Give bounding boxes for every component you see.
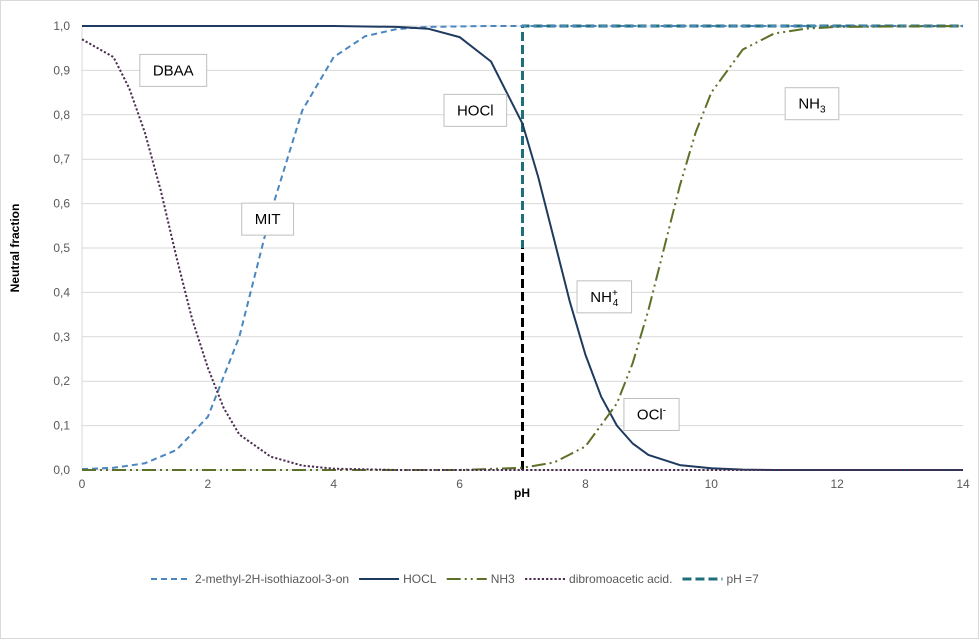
legend-item: 2-methyl-2H-isothiazool-3-on [151, 572, 349, 586]
legend-label: dibromoacetic acid. [569, 572, 672, 586]
annotation-ocl: OCl- [623, 398, 680, 431]
y-tick-label: 0,0 [53, 463, 70, 477]
y-tick-label: 0,4 [53, 285, 70, 299]
legend-label: NH3 [491, 572, 515, 586]
y-axis-title: Neutral fraction [8, 204, 22, 293]
annotation-label: NH3 [798, 96, 826, 116]
series-line-2-methyl-2h-isothiazool-3-on [81, 25, 963, 471]
legend-label: pH =7 [726, 572, 759, 586]
legend-item: dibromoacetic acid. [525, 572, 672, 586]
annotation-nh4: NH+ 4 [576, 280, 633, 314]
series-line-nh3 [82, 25, 964, 471]
x-tick-label: 2 [205, 477, 212, 491]
y-tick-label: 0,9 [53, 63, 70, 77]
x-tick-label: 4 [330, 477, 337, 491]
y-tick-label: 0,5 [53, 241, 70, 255]
x-axis-title: pH [514, 486, 530, 500]
y-tick-label: 0,7 [53, 152, 70, 166]
y-tick-labels: 0,0 0,1 0,2 0,3 0,4 0,5 0,6 0,7 0,8 0,9 1,0 [53, 19, 70, 477]
y-tick-label: 0,1 [53, 419, 70, 433]
annotation-label: NH+ 4 [590, 288, 619, 309]
legend-label: 2-methyl-2H-isothiazool-3-on [195, 572, 349, 586]
annotation-hocl: HOCl [443, 93, 508, 127]
annotation-dbaa: DBAA [139, 53, 208, 87]
annotation-label: DBAA [153, 62, 194, 79]
x-tick-label: 8 [582, 477, 589, 491]
x-tick-labels: 0 2 4 6 8 10 12 14 [79, 477, 970, 491]
annotation-label: MIT [255, 211, 281, 228]
x-tick-label: 0 [79, 477, 86, 491]
legend-item: NH3 [446, 572, 515, 586]
y-tick-label: 0,2 [53, 374, 70, 388]
x-tick-label: 10 [705, 477, 719, 491]
series-lines [81, 24, 964, 471]
annotation-label: OCl- [637, 406, 666, 424]
y-tick-label: 1,0 [53, 19, 70, 33]
annotation-boxes: DBAA MIT HOCl NH3 NH+ 4 OCl- [139, 53, 840, 431]
legend-label: HOCL [403, 572, 437, 586]
annotation-label: HOCl [457, 102, 494, 119]
y-tick-label: 0,3 [53, 330, 70, 344]
annotation-nh3: NH3 [784, 87, 840, 121]
legend-item: HOCL [359, 572, 437, 586]
x-tick-label: 6 [456, 477, 463, 491]
legend-item: pH =7 [682, 572, 759, 586]
series-line-hocl [82, 25, 963, 471]
series-line-dibromoacetic-acid [81, 38, 963, 471]
y-tick-label: 0,8 [53, 108, 70, 122]
x-tick-label: 12 [830, 477, 844, 491]
y-tick-label: 0,6 [53, 197, 70, 211]
x-tick-label: 14 [956, 477, 970, 491]
annotation-mit: MIT [241, 202, 295, 236]
legend: 2-methyl-2H-isothiazool-3-on HOCL NH3 dibro… [151, 572, 759, 586]
